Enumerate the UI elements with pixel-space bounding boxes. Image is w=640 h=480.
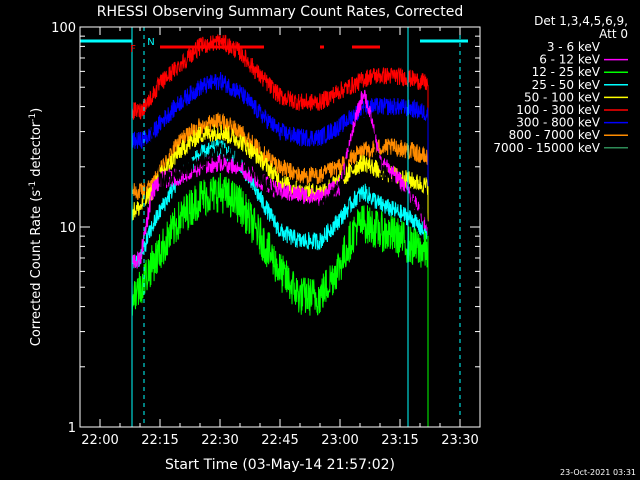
- night-flag-label: N: [147, 37, 154, 48]
- legend-entry-label: 300 - 800 keV: [516, 116, 600, 130]
- y-tick-label: 100: [51, 21, 76, 36]
- y-tick-label: 10: [59, 221, 76, 236]
- x-tick-label: 22:00: [81, 433, 118, 448]
- x-tick-label: 22:30: [201, 433, 238, 448]
- flare-flag-label: F: [130, 44, 136, 55]
- y-tick-label: 1: [68, 421, 76, 436]
- legend-entry-label: 25 - 50 keV: [532, 78, 601, 92]
- x-tick-label: 23:30: [441, 433, 478, 448]
- series-line-3-6-kevkev: [131, 107, 429, 427]
- x-tick-label: 22:15: [141, 433, 178, 448]
- legend-entry-label: 100 - 300 keV: [516, 103, 600, 117]
- legend-entry-label: 50 - 100 keV: [524, 90, 601, 104]
- legend-header-line-2: Att 0: [599, 27, 628, 41]
- legend-header-line-1: Det 1,3,4,5,6,9,: [534, 14, 628, 28]
- x-tick-label: 22:45: [261, 433, 298, 448]
- legend-entry-label: 6 - 12 keV: [539, 53, 601, 67]
- y-axis-label: Corrected Count Rate (s-1 detector-1): [28, 108, 44, 346]
- legend-entry-label: 12 - 25 keV: [532, 65, 601, 79]
- legend-entry-label: 7000 - 15000 keV: [493, 141, 600, 155]
- series-line-300-800-kevkev: [131, 71, 429, 427]
- x-tick-label: 23:00: [321, 433, 358, 448]
- series-line-800-7000-kevkev: [131, 112, 429, 427]
- x-axis-label: Start Time (03-May-14 21:57:02): [165, 457, 395, 473]
- legend-entry-label: 800 - 7000 keV: [509, 128, 601, 142]
- series-line-100-300-kevkev: [131, 33, 429, 427]
- timestamp-label: 23-Oct-2021 03:31: [560, 468, 636, 477]
- chart-title: RHESSI Observing Summary Count Rates, Co…: [97, 4, 463, 20]
- series-line-12-25-kevkev: [131, 173, 429, 427]
- x-tick-label: 23:15: [381, 433, 418, 448]
- legend-entry-label: 3 - 6 keV: [547, 40, 601, 54]
